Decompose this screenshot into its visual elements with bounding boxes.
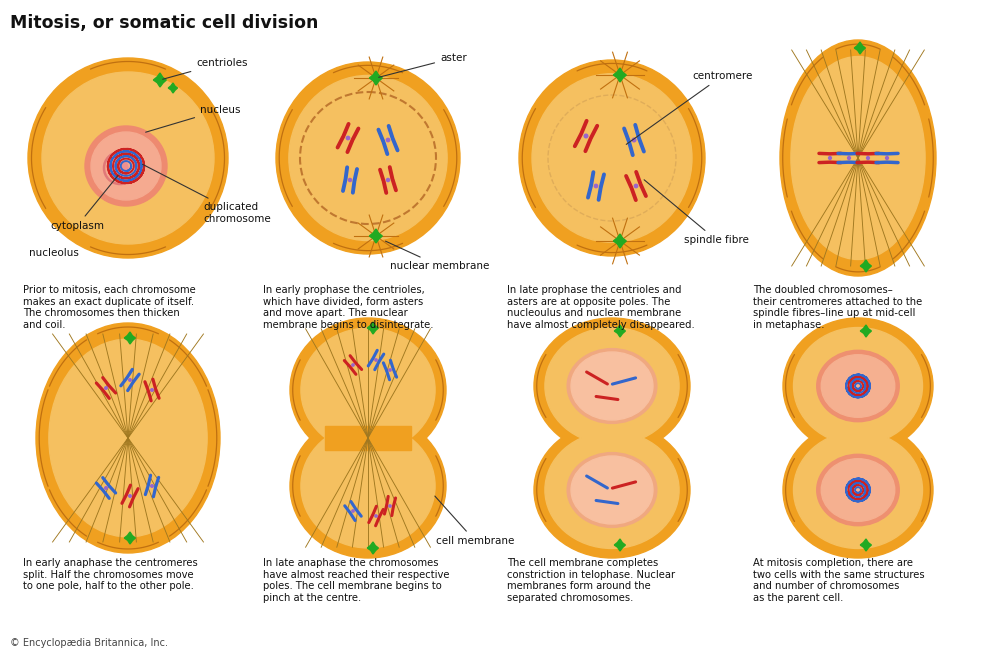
Polygon shape — [168, 83, 177, 93]
Ellipse shape — [519, 60, 705, 256]
Ellipse shape — [571, 352, 653, 420]
Ellipse shape — [783, 318, 933, 454]
Text: nucleus: nucleus — [145, 105, 240, 132]
Circle shape — [594, 184, 597, 188]
Polygon shape — [368, 542, 379, 554]
Circle shape — [349, 178, 352, 181]
Text: In early anaphase the centromeres
split. Half the chromosomes move
to one pole, : In early anaphase the centromeres split.… — [23, 558, 197, 591]
Text: In late prophase the centrioles and
asters are at opposite poles. The
nucleoulus: In late prophase the centrioles and aste… — [507, 285, 694, 330]
Ellipse shape — [534, 422, 690, 558]
Circle shape — [634, 184, 637, 188]
Ellipse shape — [290, 318, 446, 462]
Ellipse shape — [571, 456, 653, 524]
Polygon shape — [861, 260, 872, 272]
Ellipse shape — [817, 350, 899, 422]
Ellipse shape — [534, 318, 690, 454]
Text: In early prophase the centrioles,
which have divided, form asters
and move apart: In early prophase the centrioles, which … — [263, 285, 434, 330]
Circle shape — [848, 157, 851, 159]
Ellipse shape — [276, 62, 460, 254]
Polygon shape — [368, 322, 379, 334]
Ellipse shape — [301, 328, 435, 452]
Text: spindle fibre: spindle fibre — [644, 179, 748, 245]
Polygon shape — [613, 68, 626, 82]
Text: The cell membrane completes
constriction in telophase. Nuclear
membranes form ar: The cell membrane completes constriction… — [507, 558, 675, 603]
Polygon shape — [614, 325, 625, 337]
Ellipse shape — [85, 126, 167, 206]
Text: nucleolus: nucleolus — [29, 248, 79, 258]
Circle shape — [347, 136, 350, 140]
Text: centrioles: centrioles — [162, 58, 247, 79]
Polygon shape — [124, 332, 135, 344]
Text: cell membrane: cell membrane — [435, 496, 514, 546]
Ellipse shape — [301, 424, 435, 548]
Circle shape — [104, 386, 107, 389]
Ellipse shape — [567, 348, 657, 423]
Ellipse shape — [780, 40, 936, 276]
Polygon shape — [370, 229, 383, 243]
Circle shape — [150, 485, 153, 487]
Ellipse shape — [49, 339, 207, 537]
Ellipse shape — [545, 328, 679, 445]
Text: Prior to mitosis, each chromosome
makes an exact duplicate of itself.
The chromo: Prior to mitosis, each chromosome makes … — [23, 285, 195, 330]
Ellipse shape — [290, 414, 446, 558]
Polygon shape — [861, 325, 872, 337]
Polygon shape — [370, 71, 383, 85]
Ellipse shape — [545, 432, 679, 548]
Text: At mitosis completion, there are
two cells with the same structures
and number o: At mitosis completion, there are two cel… — [753, 558, 925, 603]
Circle shape — [352, 510, 354, 512]
Text: centromere: centromere — [626, 71, 753, 144]
Polygon shape — [855, 42, 866, 54]
Circle shape — [150, 388, 153, 391]
Circle shape — [375, 359, 377, 361]
Text: In late anaphase the chromosomes
have almost reached their respective
poles. The: In late anaphase the chromosomes have al… — [263, 558, 450, 603]
Ellipse shape — [817, 455, 899, 526]
Ellipse shape — [532, 74, 692, 242]
Polygon shape — [614, 539, 625, 551]
Circle shape — [352, 364, 354, 366]
Ellipse shape — [822, 355, 895, 417]
Text: nuclear membrane: nuclear membrane — [386, 241, 489, 271]
Text: cytoplasm: cytoplasm — [50, 175, 118, 231]
Ellipse shape — [791, 56, 925, 259]
Circle shape — [389, 505, 391, 507]
Circle shape — [375, 515, 377, 517]
Circle shape — [389, 369, 391, 371]
Text: The doubled chromosomes–
their centromeres attached to the
spindle fibres–line u: The doubled chromosomes– their centromer… — [753, 285, 922, 330]
Polygon shape — [124, 532, 135, 544]
Circle shape — [128, 495, 131, 497]
Text: Mitosis, or somatic cell division: Mitosis, or somatic cell division — [10, 14, 319, 32]
Circle shape — [867, 157, 870, 159]
Text: aster: aster — [379, 53, 467, 77]
Text: duplicated
chromosome: duplicated chromosome — [142, 164, 271, 224]
Ellipse shape — [783, 422, 933, 558]
Circle shape — [128, 379, 131, 381]
Text: © Encyclopædia Britannica, Inc.: © Encyclopædia Britannica, Inc. — [10, 638, 168, 648]
Polygon shape — [153, 73, 166, 87]
Circle shape — [886, 157, 889, 159]
Circle shape — [387, 178, 390, 181]
Circle shape — [632, 138, 636, 142]
Ellipse shape — [822, 458, 895, 521]
Polygon shape — [861, 539, 872, 551]
Circle shape — [829, 157, 832, 159]
Ellipse shape — [91, 132, 161, 200]
FancyBboxPatch shape — [325, 426, 411, 450]
Ellipse shape — [794, 432, 923, 548]
Circle shape — [104, 487, 107, 489]
Ellipse shape — [567, 453, 657, 527]
Circle shape — [387, 138, 390, 141]
Ellipse shape — [28, 58, 228, 258]
Polygon shape — [613, 234, 626, 248]
Ellipse shape — [36, 323, 220, 553]
Ellipse shape — [289, 75, 447, 240]
Circle shape — [112, 160, 128, 176]
Ellipse shape — [42, 72, 214, 244]
Ellipse shape — [794, 328, 923, 445]
Circle shape — [584, 134, 588, 138]
